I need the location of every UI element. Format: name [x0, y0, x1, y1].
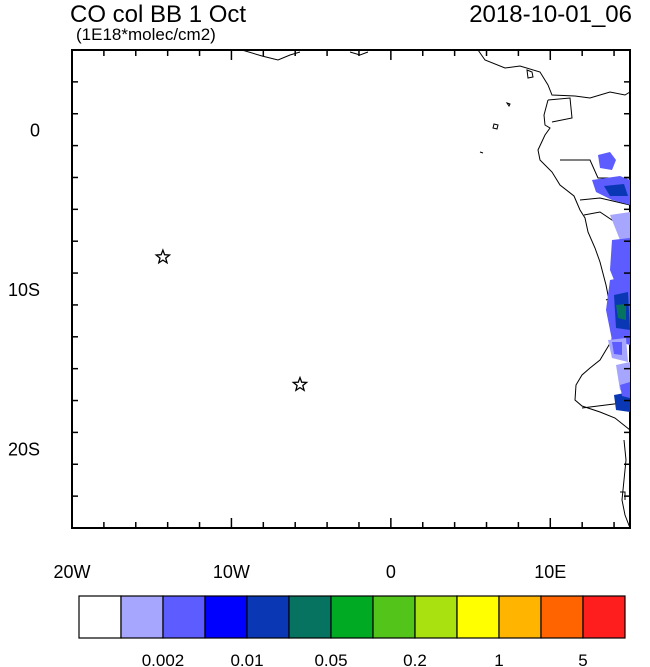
colorbar-label: 0.05	[314, 651, 347, 667]
colorbar-box	[204, 595, 248, 639]
y-tick-label: 20S	[8, 439, 40, 459]
colorbar	[78, 595, 626, 639]
x-tick-label: 10E	[534, 562, 566, 582]
colorbar-label: 1	[494, 651, 503, 667]
y-tick-label: 0	[30, 121, 40, 141]
colorbar-box	[414, 595, 458, 639]
y-tick-label: 10S	[8, 280, 40, 300]
datetime-label: 2018-10-01_06	[469, 1, 632, 28]
colorbar-box	[120, 595, 164, 639]
axis-tick-labels: 20W 10W 0 10E 0 10S 20S	[8, 121, 566, 582]
colorbar-box	[540, 595, 584, 639]
star-marker-icon	[154, 248, 172, 265]
site-markers	[154, 248, 309, 392]
map-title: CO col BB 1 Oct	[70, 1, 247, 28]
colorbar-box	[582, 595, 626, 639]
colorbar-box	[288, 595, 332, 639]
units-label: (1E18*molec/cm2)	[76, 25, 216, 44]
axis-ticks	[71, 49, 630, 529]
colorbar-label: 0.2	[403, 651, 427, 667]
colorbar-box	[456, 595, 500, 639]
x-tick-label: 20W	[53, 562, 90, 582]
co-plume	[592, 152, 630, 412]
colorbar-box	[372, 595, 416, 639]
colorbar-label: 0.01	[230, 651, 263, 667]
colorbar-labels: 0.002 0.01 0.05 0.2 1 5	[142, 651, 588, 667]
x-tick-label: 0	[386, 562, 396, 582]
colorbar-label: 5	[578, 651, 587, 667]
coastlines	[241, 49, 631, 529]
colorbar-box	[330, 595, 374, 639]
colorbar-box	[162, 595, 206, 639]
colorbar-label: 0.002	[142, 651, 185, 667]
map-frame	[71, 49, 631, 529]
star-marker-icon	[291, 375, 309, 392]
x-tick-label: 10W	[213, 562, 250, 582]
colorbar-box	[78, 595, 122, 639]
colorbar-box	[498, 595, 542, 639]
colorbar-box	[246, 595, 290, 639]
